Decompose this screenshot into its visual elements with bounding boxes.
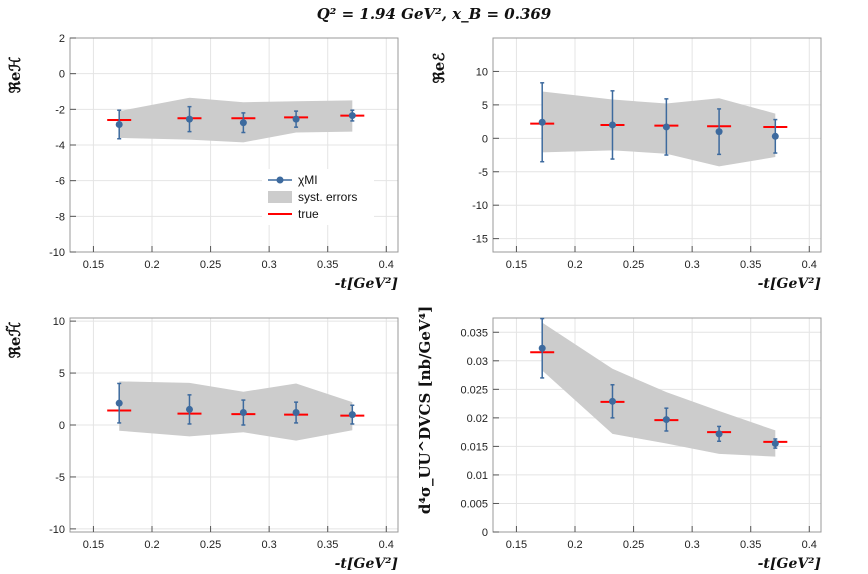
data-point — [292, 409, 300, 417]
y-tick-label: 0.025 — [460, 384, 488, 396]
y-axis-title: d⁴σ_UU^DVCS [nb/GeV⁴] — [416, 306, 434, 514]
data-point — [348, 411, 356, 419]
data-point — [608, 121, 616, 129]
y-tick-label: 0.03 — [467, 356, 488, 368]
y-axis-title: ℜeℰ — [430, 53, 448, 84]
syst-error-band — [542, 91, 776, 167]
data-point — [185, 115, 193, 123]
x-tick-label: 0.15 — [83, 259, 104, 271]
y-tick-label: -2 — [55, 104, 65, 116]
y-tick-label: -6 — [55, 176, 65, 188]
y-tick-label: 0.035 — [460, 327, 488, 339]
y-tick-label: 0.015 — [460, 441, 488, 453]
x-tick-label: 0.4 — [802, 539, 817, 551]
legend-model-marker-icon — [276, 176, 284, 184]
x-tick-label: 0.2 — [144, 259, 159, 271]
x-tick-label: 0.25 — [623, 259, 644, 271]
y-tick-label: 0 — [59, 69, 65, 81]
y-tick-label: -5 — [55, 472, 65, 484]
data-point — [771, 440, 779, 448]
y-tick-label: -10 — [49, 247, 65, 259]
y-tick-label: 0 — [482, 527, 488, 539]
data-point — [662, 416, 670, 424]
chart-panel-bottom-right: 0.15 0.2 0.25 0.3 0.35 0.4 0 0.005 0.01 0.015 0.02… — [416, 306, 822, 572]
syst-error-band — [119, 97, 353, 143]
x-tick-label: 0.4 — [379, 539, 394, 551]
y-tick-label: -15 — [472, 234, 488, 246]
data-point — [292, 115, 300, 123]
data-point — [239, 409, 247, 417]
data-point — [185, 405, 193, 413]
y-axis-title: ℜeℋ̃ — [4, 322, 24, 359]
x-tick-label: 0.15 — [506, 539, 527, 551]
chart-panel-top-right: 0.15 0.2 0.25 0.3 0.35 0.4 -15 -10 -5 0 5 10 -t[GeV²… — [430, 37, 822, 292]
x-tick-label: 0.2 — [567, 259, 582, 271]
x-tick-label: 0.3 — [684, 259, 699, 271]
chart-panel-bottom-left: 0.15 0.2 0.25 0.3 0.35 0.4 -10 -5 0 5 10 -t[GeV²] ℜe… — [4, 316, 399, 572]
y-tick-label: 5 — [59, 368, 65, 380]
x-tick-label: 0.35 — [317, 259, 338, 271]
x-tick-label: 0.2 — [144, 539, 159, 551]
figure-title: Q² = 1.94 GeV², x_B = 0.369 — [316, 5, 552, 23]
y-tick-label: 0 — [482, 133, 488, 145]
y-tick-label: -8 — [55, 211, 65, 223]
legend: χMI syst. errors true — [262, 169, 374, 225]
x-axis-title: -t[GeV²] — [758, 556, 822, 572]
plot-frame — [492, 37, 822, 253]
x-tick-label: 0.2 — [567, 539, 582, 551]
data-point — [239, 119, 247, 127]
chart-panel-top-left: 0.15 0.2 0.25 0.3 0.35 0.4 -10 -8 -6 -4 -2 0 2 -t[GeV… — [6, 33, 399, 292]
y-tick-label: 10 — [476, 66, 488, 78]
x-tick-label: 0.3 — [684, 539, 699, 551]
x-tick-label: 0.35 — [740, 539, 761, 551]
x-axis-title: -t[GeV²] — [335, 556, 399, 572]
data-point — [715, 430, 723, 438]
plot-frame — [492, 317, 822, 533]
x-tick-label: 0.4 — [379, 259, 394, 271]
y-tick-label: 0 — [59, 420, 65, 432]
data-point — [662, 123, 670, 131]
y-axis-title: ℜeℋ — [6, 57, 24, 94]
x-axis-title: -t[GeV²] — [758, 276, 822, 292]
data-point — [538, 118, 546, 126]
x-axis-title: -t[GeV²] — [335, 276, 399, 292]
legend-syst-label: syst. errors — [298, 190, 357, 204]
syst-error-band — [542, 322, 776, 457]
x-tick-label: 0.35 — [317, 539, 338, 551]
y-tick-label: -10 — [49, 524, 65, 536]
y-tick-label: -10 — [472, 200, 488, 212]
x-tick-label: 0.25 — [200, 259, 221, 271]
x-tick-label: 0.3 — [261, 259, 276, 271]
y-tick-label: -5 — [478, 167, 488, 179]
data-point — [608, 397, 616, 405]
y-tick-label: 0.005 — [460, 498, 488, 510]
data-point — [715, 128, 723, 136]
x-tick-label: 0.3 — [261, 539, 276, 551]
legend-syst-swatch-icon — [268, 191, 292, 203]
y-tick-label: -4 — [55, 140, 65, 152]
x-tick-label: 0.15 — [506, 259, 527, 271]
legend-model-label: χMI — [298, 173, 318, 187]
y-tick-label: 2 — [59, 33, 65, 45]
data-point — [115, 399, 123, 407]
x-tick-label: 0.15 — [83, 539, 104, 551]
y-tick-label: 5 — [482, 100, 488, 112]
y-tick-label: 10 — [53, 316, 65, 328]
x-tick-label: 0.25 — [200, 539, 221, 551]
y-tick-label: 0.02 — [467, 413, 488, 425]
y-tick-label: 0.01 — [467, 470, 488, 482]
data-point — [538, 344, 546, 352]
x-tick-label: 0.35 — [740, 259, 761, 271]
data-point — [348, 112, 356, 120]
x-tick-label: 0.4 — [802, 259, 817, 271]
legend-true-label: true — [298, 207, 319, 221]
x-tick-label: 0.25 — [623, 539, 644, 551]
syst-error-band — [119, 381, 353, 441]
data-point — [115, 120, 123, 128]
data-point — [771, 132, 779, 140]
